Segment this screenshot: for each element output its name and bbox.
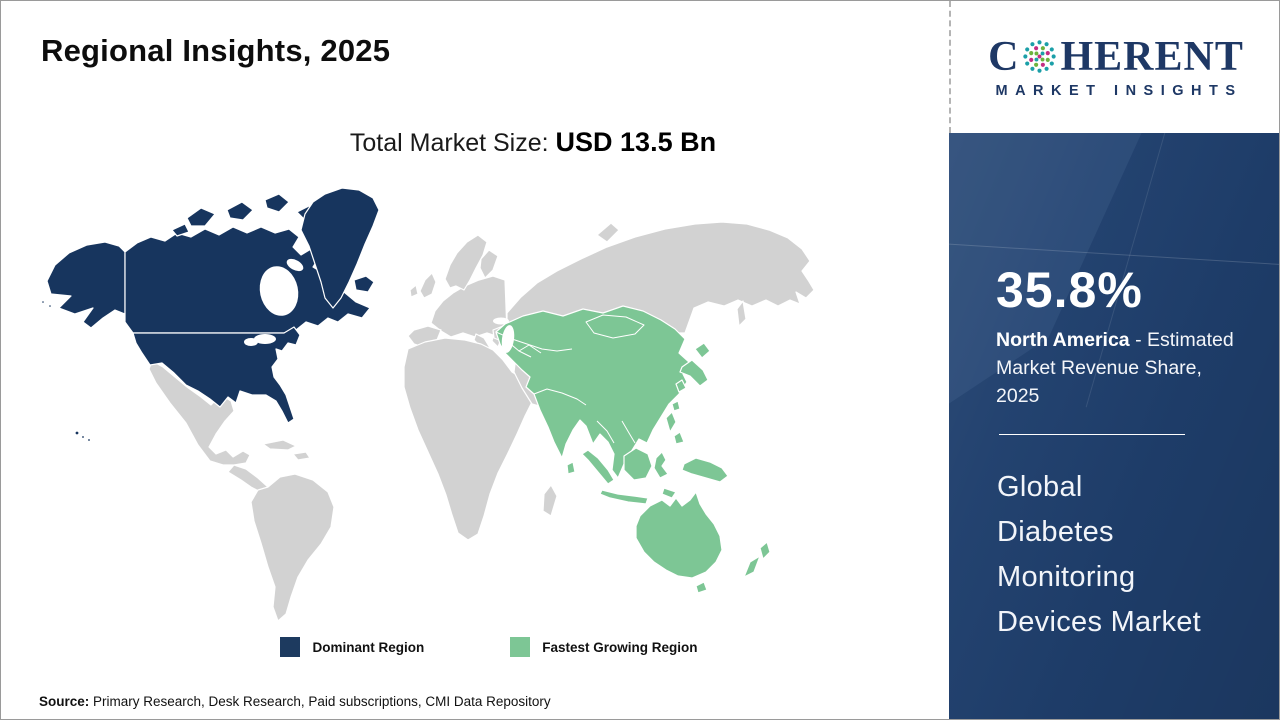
stat-desc-line2: Market Revenue Share, bbox=[996, 357, 1202, 379]
arctic-island bbox=[226, 201, 254, 221]
brand-logo: C bbox=[988, 36, 1244, 78]
legend-swatch-dominant bbox=[280, 637, 301, 657]
report-title: Global Diabetes Monitoring Devices Marke… bbox=[997, 465, 1201, 645]
island-novaya-zemlya bbox=[596, 222, 620, 243]
sidebar-divider bbox=[999, 434, 1185, 435]
world-map bbox=[37, 181, 917, 621]
island-sakhalin bbox=[736, 300, 747, 327]
continent-africa bbox=[403, 337, 551, 541]
region-rest-of-world bbox=[148, 221, 815, 621]
island-tasmania bbox=[695, 581, 708, 594]
report-title-line: Diabetes bbox=[997, 516, 1114, 548]
sidebar-texture bbox=[949, 133, 1279, 719]
island-japan-hokkaido bbox=[694, 342, 711, 359]
total-market-size: Total Market Size: USD 13.5 Bn bbox=[59, 127, 1007, 158]
island-sumatra bbox=[581, 449, 615, 485]
island-new-zealand-north bbox=[759, 541, 771, 560]
report-title-line: Global bbox=[997, 471, 1083, 503]
map-legend: Dominant Region Fastest Growing Region bbox=[15, 637, 963, 657]
arctic-island bbox=[186, 207, 216, 227]
report-title-line: Monitoring bbox=[997, 561, 1136, 593]
continent-south-america bbox=[250, 473, 335, 621]
source-label: Source: bbox=[39, 694, 90, 709]
country-iceland bbox=[353, 275, 375, 293]
region-asia-pacific bbox=[495, 305, 771, 594]
main-content: Regional Insights, 2025 Total Market Siz… bbox=[1, 1, 949, 719]
hawaii-island bbox=[74, 430, 80, 436]
arctic-island bbox=[264, 193, 290, 213]
country-australia bbox=[635, 491, 723, 579]
great-lakes bbox=[254, 334, 276, 344]
black-sea bbox=[493, 317, 509, 325]
island-new-guinea bbox=[681, 457, 729, 483]
country-finland bbox=[479, 249, 499, 279]
logo-globe-icon bbox=[1023, 40, 1057, 73]
island-sri-lanka bbox=[566, 461, 576, 475]
island-cuba bbox=[262, 439, 297, 451]
stats-sidebar: 35.8% North America - Estimated Market R… bbox=[949, 133, 1279, 719]
island-timor bbox=[661, 487, 677, 499]
logo-tagline: MARKET INSIGHTS bbox=[995, 82, 1243, 99]
island-taiwan bbox=[671, 400, 681, 412]
source-text: Primary Research, Desk Research, Paid su… bbox=[89, 694, 551, 709]
logo-letter-c: C bbox=[988, 33, 1020, 80]
market-size-label: Total Market Size: bbox=[349, 129, 556, 157]
country-greenland bbox=[300, 187, 380, 309]
great-lakes bbox=[244, 338, 258, 346]
legend-item-fastest-growing: Fastest Growing Region bbox=[510, 637, 698, 657]
aleutian-island bbox=[48, 303, 53, 308]
island-philippines-mindanao bbox=[673, 431, 685, 445]
report-title-line: Devices Market bbox=[997, 606, 1202, 638]
legend-swatch-fastest-growing bbox=[510, 637, 531, 657]
country-russia bbox=[506, 221, 815, 334]
arctic-island bbox=[171, 223, 190, 237]
stat-desc-line1: - Estimated bbox=[1129, 329, 1234, 351]
country-usa bbox=[132, 326, 301, 424]
hudson-bay bbox=[259, 266, 299, 316]
market-size-value: USD 13.5 Bn bbox=[555, 127, 717, 157]
region-north-america bbox=[40, 187, 380, 443]
legend-item-dominant: Dominant Region bbox=[280, 637, 424, 657]
hawaii-island bbox=[86, 437, 92, 443]
island-hispaniola bbox=[292, 451, 311, 461]
country-scandinavia bbox=[444, 234, 488, 291]
stat-region-name: North America bbox=[996, 329, 1130, 351]
state-alaska bbox=[46, 241, 126, 329]
island-sulawesi bbox=[653, 451, 669, 479]
logo-letters-rest: HERENT bbox=[1060, 33, 1244, 80]
region-europe-mainland bbox=[430, 275, 508, 338]
caspian-sea bbox=[501, 325, 515, 353]
hawaii-island bbox=[80, 434, 86, 440]
brand-logo-panel: C bbox=[949, 1, 1279, 133]
country-uk bbox=[419, 272, 437, 299]
island-new-zealand-south bbox=[743, 555, 761, 578]
stat-desc-line3: 2025 bbox=[996, 385, 1040, 407]
island-japan-honshu bbox=[679, 359, 709, 387]
market-share-value: 35.8% bbox=[996, 262, 1143, 318]
island-japan-kyushu bbox=[675, 379, 687, 393]
market-share-description: North America - Estimated Market Revenue… bbox=[996, 326, 1268, 410]
water-overlays bbox=[244, 258, 515, 353]
country-mexico bbox=[148, 360, 251, 466]
source-line: Source: Primary Research, Desk Research,… bbox=[39, 694, 551, 709]
aleutian-island bbox=[40, 299, 45, 304]
page-title: Regional Insights, 2025 bbox=[41, 33, 391, 68]
island-madagascar bbox=[542, 484, 558, 517]
country-ireland bbox=[409, 284, 419, 298]
hudson-strait bbox=[286, 258, 304, 272]
island-java bbox=[599, 489, 649, 505]
legend-label-fastest-growing: Fastest Growing Region bbox=[542, 639, 698, 655]
island-borneo bbox=[623, 447, 653, 481]
island-philippines-luzon bbox=[665, 411, 677, 433]
legend-label-dominant: Dominant Region bbox=[312, 639, 425, 655]
